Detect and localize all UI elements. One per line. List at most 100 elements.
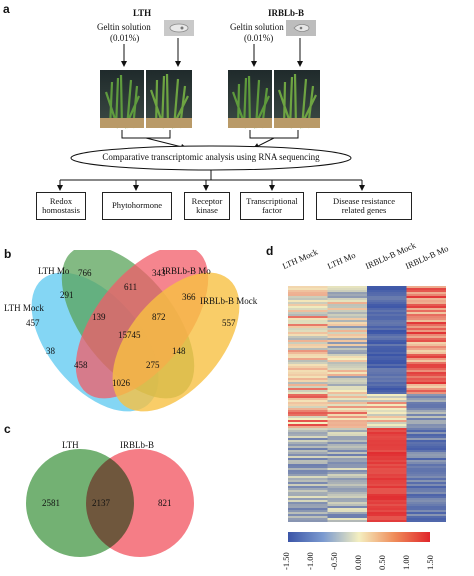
heatmap-cell: [406, 434, 446, 437]
heatmap-cell: [288, 514, 328, 517]
heatmap-cell: [288, 380, 328, 383]
venn2-label-irblb: IRBLb-B: [120, 440, 155, 450]
category-redox-line2: homostasis: [42, 205, 80, 215]
heatmap-cell: [327, 392, 368, 395]
heatmap-cell: [406, 494, 446, 497]
heatmap-cell: [327, 518, 368, 521]
heatmap-cell: [367, 374, 407, 377]
heatmap-cell: [367, 440, 407, 443]
heatmap-cell: [327, 338, 368, 341]
heatmap-cell: [367, 356, 407, 359]
heatmap-cell: [406, 348, 446, 351]
heatmap-cell: [406, 334, 446, 337]
venn-count-irblb-mo-only: 343: [152, 268, 166, 278]
venn-count-lth-mock-only: 457: [26, 318, 40, 328]
heatmap-cell: [327, 504, 368, 507]
heatmap-cell: [406, 480, 446, 483]
heatmap-color-scale: [288, 532, 430, 542]
heatmap-cell: [406, 330, 446, 333]
heatmap-cell: [367, 328, 407, 331]
panel-a-letter: a: [3, 2, 10, 16]
heatmap-cell: [288, 348, 328, 351]
heatmap-cell: [327, 332, 368, 335]
heatmap-cell: [367, 514, 407, 517]
heatmap-cell: [406, 340, 446, 343]
heatmap-cell: [327, 388, 368, 391]
heatmap-cell: [327, 510, 368, 513]
heatmap-cell: [406, 468, 446, 471]
heatmap-cell: [288, 420, 328, 423]
heatmap-cell: [327, 396, 368, 399]
heatmap-cell: [288, 450, 328, 453]
heatmap-cell: [367, 312, 407, 315]
heatmap-cell: [367, 430, 407, 433]
heatmap-cell: [288, 412, 328, 415]
heatmap-cell: [327, 472, 368, 475]
heatmap-cell: [327, 476, 368, 479]
heatmap-cell: [327, 294, 368, 297]
heatmap-cell: [288, 362, 328, 365]
heatmap-cell: [367, 386, 407, 389]
heatmap-cell: [327, 406, 368, 409]
heatmap-cell: [406, 486, 446, 489]
heatmap-cell: [288, 464, 328, 467]
heatmap-cell: [406, 378, 446, 381]
heatmap-cell: [406, 320, 446, 323]
heatmap-cell: [288, 298, 328, 301]
heatmap-cell: [406, 314, 446, 317]
heatmap-cell: [406, 358, 446, 361]
category-box-phytohormone: Phytohormone: [102, 192, 172, 220]
category-box-receptor-kinase: Receptor kinase: [184, 192, 230, 220]
heatmap-cell: [367, 362, 407, 365]
heatmap-cell: [288, 486, 328, 489]
heatmap-cell: [406, 426, 446, 429]
heatmap-cell: [367, 420, 407, 423]
heatmap-cell: [327, 422, 368, 425]
category-box-transcriptional-factor: Transcriptional factor: [240, 192, 304, 220]
heatmap-cell: [327, 480, 368, 483]
heatmap-cell: [288, 404, 328, 407]
heatmap-cell: [327, 404, 368, 407]
heatmap-cell: [367, 516, 407, 519]
heatmap-cell: [406, 408, 446, 411]
heatmap-cell: [367, 460, 407, 463]
heatmap-col-label-lth-mo: LTH Mo: [325, 249, 357, 272]
heatmap-cell: [288, 402, 328, 405]
heatmap-cell: [327, 306, 368, 309]
heatmap-cell: [288, 466, 328, 469]
heatmap-cell: [406, 370, 446, 373]
heatmap-cell: [406, 404, 446, 407]
heatmap-cell: [288, 408, 328, 411]
heatmap-cell: [327, 414, 368, 417]
heatmap-cell: [367, 444, 407, 447]
heatmap-cell: [327, 374, 368, 377]
heatmap-cell: [288, 326, 328, 329]
heatmap-cell: [406, 290, 446, 293]
heatmap-cell: [288, 476, 328, 479]
heatmap-cell: [367, 412, 407, 415]
heatmap-cell: [327, 470, 368, 473]
heatmap-cell: [288, 292, 328, 295]
heatmap-cell: [327, 508, 368, 511]
heatmap-cell: [327, 492, 368, 495]
heatmap-cell: [288, 410, 328, 413]
heatmap-cell: [288, 432, 328, 435]
heatmap-cell: [327, 486, 368, 489]
heatmap-cell: [367, 480, 407, 483]
venn-label-lth-mock: LTH Mock: [4, 303, 44, 313]
heatmap-cell: [288, 400, 328, 403]
heatmap-cell: [288, 392, 328, 395]
heatmap-cell: [288, 334, 328, 337]
heatmap-cell: [288, 336, 328, 339]
heatmap-cell: [367, 394, 407, 397]
heatmap-cell: [406, 516, 446, 519]
heatmap-cell: [288, 484, 328, 487]
category-redox-line1: Redox: [49, 195, 73, 206]
heatmap-cell: [288, 340, 328, 343]
heatmap-cell: [406, 440, 446, 443]
heatmap-cell: [367, 384, 407, 387]
heatmap-cell: [406, 500, 446, 503]
venn-count-all: 15745: [118, 330, 141, 340]
heatmap-cell: [406, 416, 446, 419]
heatmap-cell: [288, 496, 328, 499]
